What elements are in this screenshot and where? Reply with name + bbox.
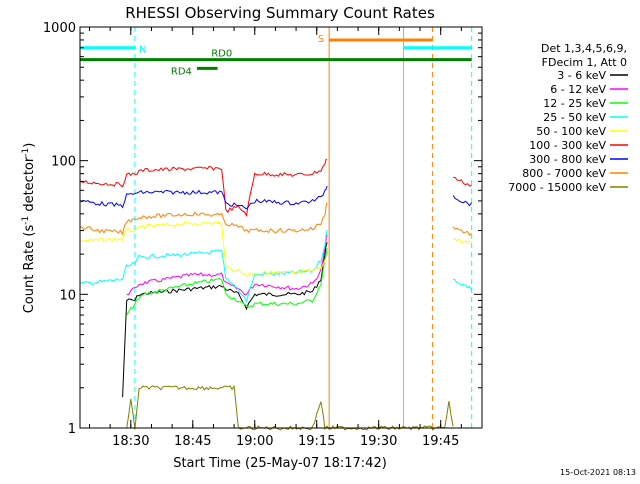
y-axis-label: Count Rate (s-1 detector-1) — [21, 143, 37, 314]
flag-label: N — [139, 45, 146, 56]
x-tick-label: 19:15 — [298, 434, 335, 449]
vertical-markers — [134, 27, 473, 428]
legend-label: 7000 - 15000 keV — [508, 181, 606, 194]
chart-title: RHESSI Observing Summary Count Rates — [125, 4, 435, 22]
flag-label: RD0 — [211, 49, 232, 60]
y-tick-label: 100 — [51, 155, 76, 170]
flag-label: S — [318, 34, 324, 45]
series-line — [79, 185, 473, 210]
legend-label: 3 - 6 keV — [557, 69, 606, 82]
series-line — [126, 384, 454, 431]
legend-label: 800 - 7000 keV — [522, 167, 606, 180]
y-tick-label: 1000 — [43, 21, 76, 36]
series-line — [126, 234, 328, 296]
legend-label: 300 - 800 keV — [529, 153, 606, 166]
series-line — [79, 229, 473, 303]
y-axis: 1 10 100 1000 — [43, 21, 482, 437]
flag-bars: N S RD0 RD4 — [80, 34, 472, 77]
footer-timestamp: 15-Oct-2021 08:13 — [560, 468, 636, 477]
series-line — [79, 158, 472, 217]
series-line — [79, 221, 472, 277]
flag-label: RD4 — [171, 66, 192, 77]
legend-header: FDecim 1, Att 0 — [542, 56, 627, 69]
series-group — [79, 158, 473, 431]
legend: Det 1,3,4,5,6,9,FDecim 1, Att 03 - 6 keV… — [508, 42, 628, 194]
legend-label: 25 - 50 keV — [543, 111, 606, 124]
legend-label: 6 - 12 keV — [550, 83, 606, 96]
x-tick-label: 19:00 — [236, 434, 273, 449]
x-axis: 18:30 18:45 19:00 19:15 19:30 19:45 — [89, 27, 483, 449]
x-tick-label: 18:45 — [174, 434, 211, 449]
x-axis-label: Start Time (25-May-07 18:17:42) — [173, 456, 387, 471]
legend-label: 100 - 300 keV — [529, 139, 606, 152]
series-line — [122, 242, 328, 398]
x-tick-label: 19:45 — [422, 434, 459, 449]
series-line — [126, 247, 328, 316]
legend-header: Det 1,3,4,5,6,9, — [541, 42, 627, 55]
series-line — [79, 202, 473, 237]
legend-label: 50 - 100 keV — [536, 125, 606, 138]
legend-label: 12 - 25 keV — [543, 97, 606, 110]
x-tick-label: 18:30 — [112, 434, 149, 449]
y-tick-label: 1 — [68, 422, 76, 437]
plot-frame — [79, 26, 483, 429]
x-tick-label: 19:30 — [360, 434, 397, 449]
y-tick-label: 10 — [59, 288, 76, 303]
